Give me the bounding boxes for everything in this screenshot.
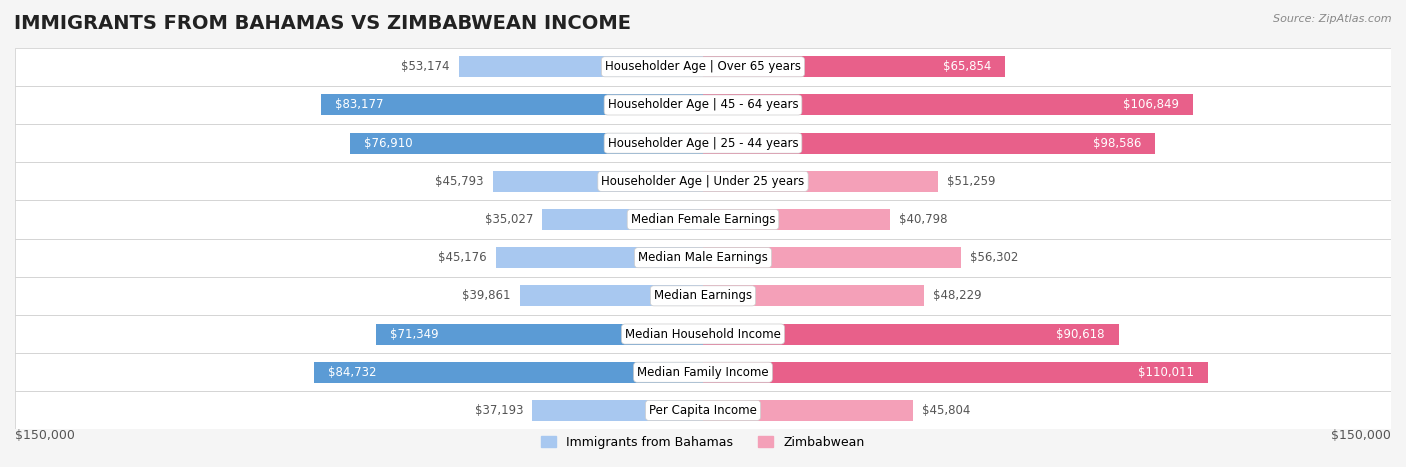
Bar xyxy=(15,162,1391,200)
Text: $35,027: $35,027 xyxy=(485,213,533,226)
Text: $37,193: $37,193 xyxy=(475,404,523,417)
Text: Householder Age | Under 25 years: Householder Age | Under 25 years xyxy=(602,175,804,188)
Text: $56,302: $56,302 xyxy=(970,251,1019,264)
Bar xyxy=(315,362,703,383)
Text: $98,586: $98,586 xyxy=(1092,137,1142,149)
Text: IMMIGRANTS FROM BAHAMAS VS ZIMBABWEAN INCOME: IMMIGRANTS FROM BAHAMAS VS ZIMBABWEAN IN… xyxy=(14,14,631,33)
Text: Householder Age | 25 - 44 years: Householder Age | 25 - 44 years xyxy=(607,137,799,149)
Bar xyxy=(375,324,703,345)
Bar xyxy=(703,362,1208,383)
Bar xyxy=(15,239,1391,277)
Bar xyxy=(15,391,1391,430)
Bar xyxy=(15,315,1391,353)
Text: Per Capita Income: Per Capita Income xyxy=(650,404,756,417)
Text: $150,000: $150,000 xyxy=(15,430,75,443)
Text: $48,229: $48,229 xyxy=(934,290,981,302)
Bar xyxy=(460,57,703,77)
Bar xyxy=(703,324,1119,345)
Text: Source: ZipAtlas.com: Source: ZipAtlas.com xyxy=(1274,14,1392,24)
Text: $84,732: $84,732 xyxy=(328,366,377,379)
Text: $53,174: $53,174 xyxy=(402,60,450,73)
Text: Householder Age | 45 - 64 years: Householder Age | 45 - 64 years xyxy=(607,99,799,112)
Bar xyxy=(15,86,1391,124)
Text: $45,176: $45,176 xyxy=(439,251,486,264)
Text: $45,793: $45,793 xyxy=(436,175,484,188)
Text: $76,910: $76,910 xyxy=(364,137,412,149)
Bar xyxy=(494,171,703,192)
Bar xyxy=(703,133,1156,154)
Bar xyxy=(703,400,912,421)
Text: $40,798: $40,798 xyxy=(900,213,948,226)
Bar xyxy=(520,285,703,306)
Text: Median Family Income: Median Family Income xyxy=(637,366,769,379)
Bar xyxy=(15,124,1391,162)
Bar xyxy=(703,247,962,268)
Bar xyxy=(350,133,703,154)
Text: Median Female Earnings: Median Female Earnings xyxy=(631,213,775,226)
Text: $45,804: $45,804 xyxy=(922,404,970,417)
Bar xyxy=(703,94,1194,115)
Bar xyxy=(15,48,1391,86)
Text: Householder Age | Over 65 years: Householder Age | Over 65 years xyxy=(605,60,801,73)
Text: $65,854: $65,854 xyxy=(943,60,991,73)
Bar xyxy=(703,209,890,230)
Text: $150,000: $150,000 xyxy=(1331,430,1391,443)
Bar xyxy=(15,200,1391,239)
Text: $51,259: $51,259 xyxy=(948,175,995,188)
Bar xyxy=(15,277,1391,315)
Text: $83,177: $83,177 xyxy=(335,99,384,112)
Bar xyxy=(703,171,938,192)
Bar xyxy=(703,285,924,306)
Bar xyxy=(15,353,1391,391)
Text: $39,861: $39,861 xyxy=(463,290,510,302)
Text: Median Earnings: Median Earnings xyxy=(654,290,752,302)
Text: Median Male Earnings: Median Male Earnings xyxy=(638,251,768,264)
Text: $110,011: $110,011 xyxy=(1137,366,1194,379)
Bar xyxy=(533,400,703,421)
Legend: Immigrants from Bahamas, Zimbabwean: Immigrants from Bahamas, Zimbabwean xyxy=(536,431,870,454)
Bar xyxy=(496,247,703,268)
Bar xyxy=(322,94,703,115)
Text: $106,849: $106,849 xyxy=(1123,99,1180,112)
Bar xyxy=(703,57,1005,77)
Text: $71,349: $71,349 xyxy=(389,327,439,340)
Bar xyxy=(543,209,703,230)
Text: $90,618: $90,618 xyxy=(1056,327,1105,340)
Text: Median Household Income: Median Household Income xyxy=(626,327,780,340)
